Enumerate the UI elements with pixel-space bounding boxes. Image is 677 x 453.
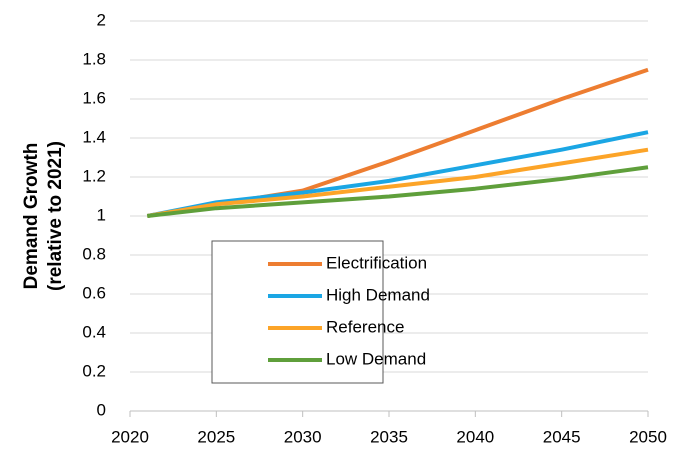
y-tick-label: 1.6 <box>82 88 106 107</box>
y-tick-label: 0 <box>97 400 106 419</box>
y-tick-label: 0.6 <box>82 283 106 302</box>
y-axis-label: Demand Growth (relative to 2021) <box>21 141 66 291</box>
legend: Electrification High Demand Reference Low D… <box>211 240 430 384</box>
x-tick-label: 2050 <box>629 427 667 446</box>
y-axis-label-line: (relative to 2021) <box>45 141 66 291</box>
x-tick-label: 2025 <box>197 427 235 446</box>
y-tick-label: 1.2 <box>82 166 106 185</box>
legend-label: Low Demand <box>326 349 426 368</box>
x-tick-label: 2035 <box>370 427 408 446</box>
y-tick-label: 1.4 <box>82 127 106 146</box>
x-tick-label: 2040 <box>456 427 494 446</box>
x-tick-label: 2020 <box>111 427 149 446</box>
series-line <box>147 165 649 218</box>
y-tick-label: 2 <box>97 10 106 29</box>
y-axis-label-line: Demand Growth <box>21 143 42 290</box>
y-tick-label: 0.2 <box>82 361 106 380</box>
x-tick-label: 2045 <box>543 427 581 446</box>
legend-label: Reference <box>326 317 404 336</box>
y-tick-label: 0.8 <box>82 244 106 263</box>
legend-label: Electrification <box>326 253 427 272</box>
y-tick-label: 1.8 <box>82 49 106 68</box>
y-tick-label: 0.4 <box>82 322 106 341</box>
y-tick-label: 1 <box>97 205 106 224</box>
series-line <box>146 147 649 218</box>
legend-label: High Demand <box>326 285 430 304</box>
x-tick-label: 2030 <box>284 427 322 446</box>
